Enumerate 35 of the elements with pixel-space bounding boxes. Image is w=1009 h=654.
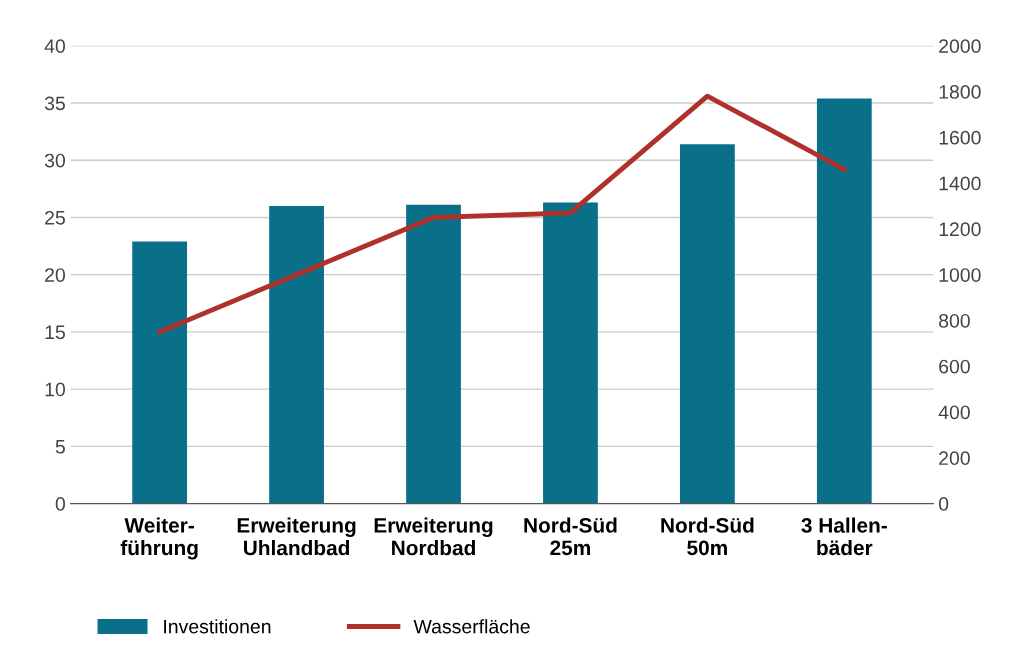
y-tick-label: 30 bbox=[44, 153, 66, 168]
line-series bbox=[157, 93, 847, 335]
y2-tick-label: 1600 bbox=[939, 130, 981, 145]
y-tick-label: 25 bbox=[45, 210, 65, 225]
bar bbox=[816, 98, 872, 504]
x-tick-label: Erweiterung Nordbad bbox=[374, 517, 493, 556]
y2-tick-label: 400 bbox=[938, 405, 970, 420]
x-tick-label: Erweiterung Uhlandbad bbox=[237, 517, 356, 556]
x-tick-label: Nord-Süd 25m bbox=[524, 517, 617, 556]
x-tick-label: Weiter- führung bbox=[120, 517, 198, 560]
y2-tick-label: 1200 bbox=[939, 222, 981, 237]
x-tick-label: Nord-Süd 50m bbox=[661, 517, 754, 556]
y2-tick-label: 1000 bbox=[939, 268, 981, 282]
y2-tick-label: 800 bbox=[939, 313, 970, 328]
bar bbox=[679, 144, 735, 504]
y2-tick-label: 200 bbox=[939, 451, 970, 466]
y2-tick-label: 0 bbox=[938, 497, 949, 511]
legend-label: Investitionen bbox=[164, 619, 271, 634]
bar bbox=[132, 241, 188, 504]
y-tick-label: 40 bbox=[44, 39, 66, 54]
bar bbox=[543, 202, 598, 504]
y2-tick-label: 1800 bbox=[939, 85, 981, 99]
legend-label: Wasserfläche bbox=[413, 619, 530, 634]
y2-tick-label: 1400 bbox=[939, 176, 981, 191]
x-tick-label: 3 Hallen- bäder bbox=[801, 517, 887, 556]
y-tick-label: 15 bbox=[45, 325, 65, 340]
bar bbox=[269, 206, 324, 504]
y-tick-label: 20 bbox=[45, 268, 66, 282]
bar bbox=[406, 204, 461, 504]
y2-tick-label: 600 bbox=[939, 359, 970, 374]
y2-tick-label: 2000 bbox=[939, 39, 981, 54]
y-tick-label: 35 bbox=[44, 96, 65, 111]
y-tick-label: 5 bbox=[55, 440, 65, 454]
y-tick-label: 0 bbox=[55, 497, 66, 511]
y-tick-label: 10 bbox=[45, 382, 66, 397]
